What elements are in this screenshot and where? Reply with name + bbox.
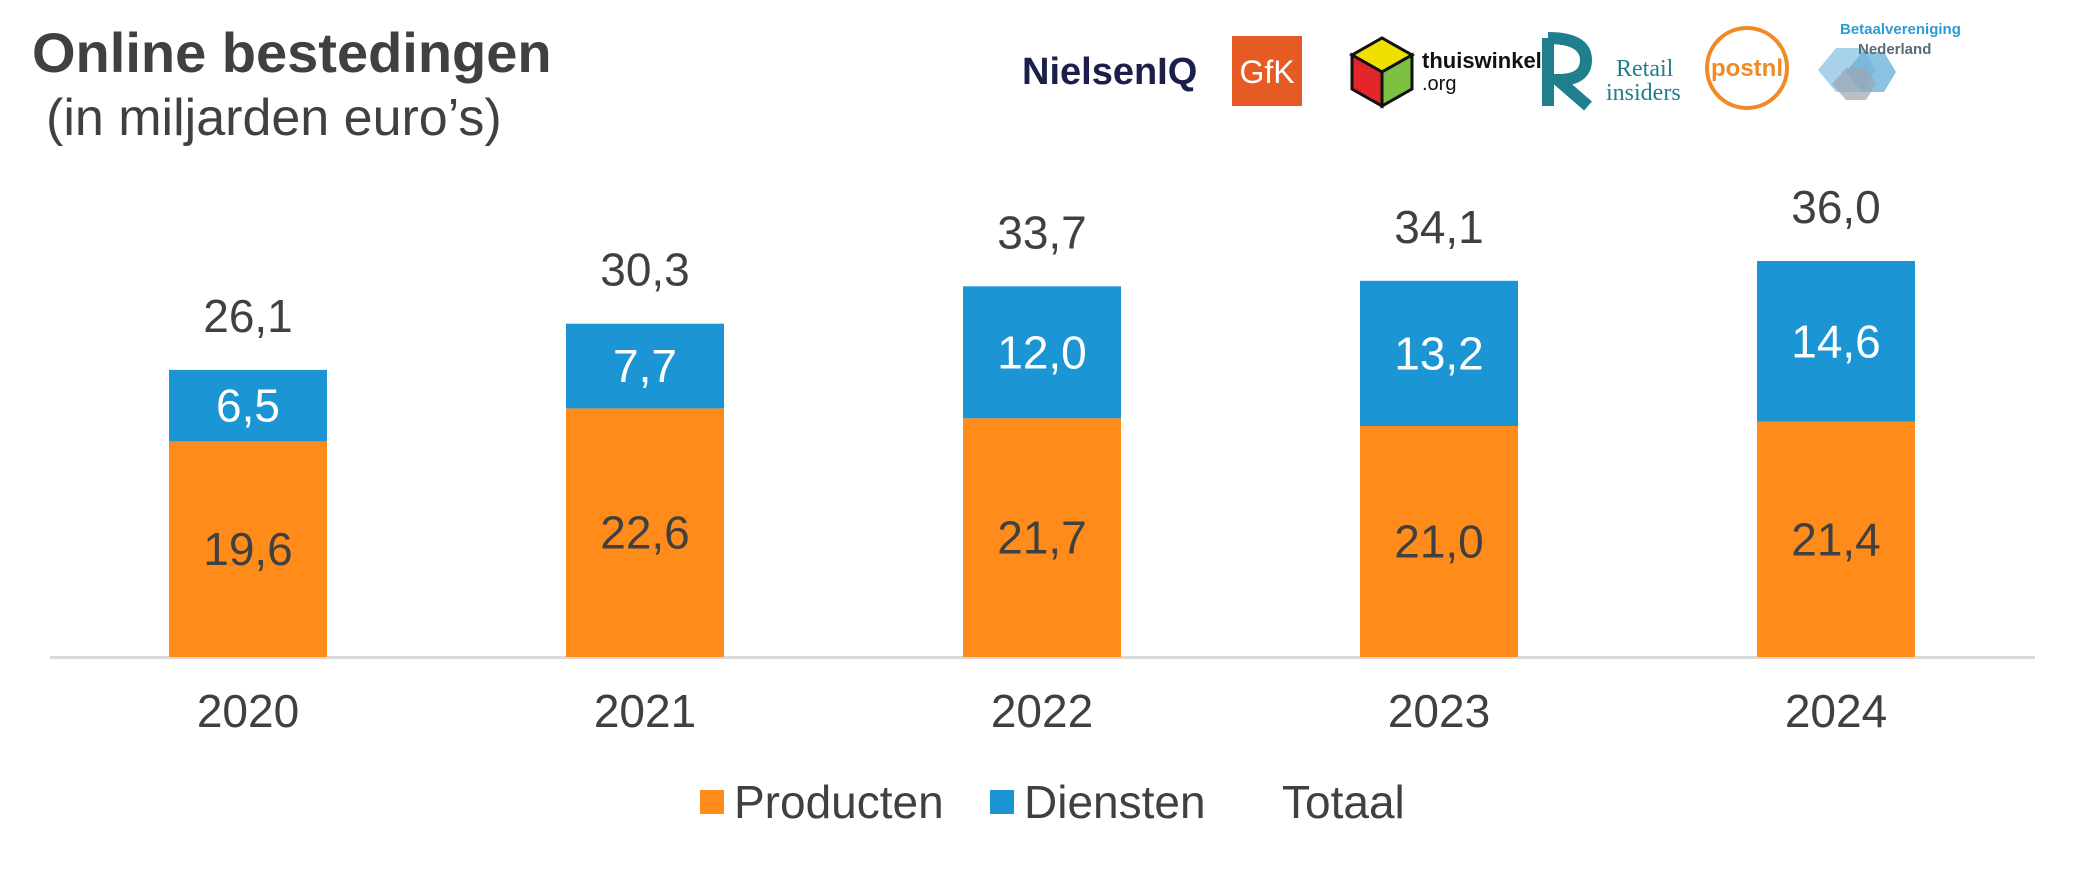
svg-text:Retail: Retail: [1616, 56, 1674, 82]
bar-diensten-2024: [1757, 261, 1915, 422]
legend-swatch-producten: [700, 790, 724, 814]
data-label-totaal-2022: 33,7: [997, 206, 1087, 258]
partner-logos: NielsenIQ GfK thuiswinkel .org Retail in…: [1022, 21, 1961, 111]
data-label-diensten-2021: 7,7: [613, 340, 677, 392]
bar-producten-2024: [1757, 421, 1915, 657]
postnl-logo: postnl: [1705, 26, 1789, 110]
data-label-diensten-2024: 14,6: [1791, 315, 1881, 367]
svg-text:insiders: insiders: [1606, 80, 1681, 106]
legend-label-producten: Producten: [734, 776, 944, 828]
legend-label-diensten: Diensten: [1024, 776, 1206, 828]
svg-text:Betaalvereniging: Betaalvereniging: [1840, 21, 1961, 38]
data-label-totaal-2021: 30,3: [600, 244, 690, 296]
data-label-diensten-2023: 13,2: [1394, 327, 1484, 379]
nielseniq-logo: NielsenIQ: [1022, 51, 1197, 93]
svg-text:Nederland: Nederland: [1858, 41, 1931, 58]
bar-diensten-2023: [1360, 280, 1518, 426]
chart-title: Online bestedingen: [32, 21, 552, 84]
x-tick-label-2020: 2020: [197, 685, 299, 737]
retail-insiders-logo: Retail insiders: [1541, 32, 1681, 111]
legend-item-totaal: Totaal: [1282, 775, 1405, 829]
gfk-logo: GfK: [1232, 36, 1302, 106]
bar-diensten-2022: [963, 286, 1121, 419]
x-tick-label-2023: 2023: [1388, 685, 1490, 737]
svg-text:thuiswinkel: thuiswinkel: [1422, 48, 1542, 73]
x-tick-label-2021: 2021: [594, 685, 696, 737]
data-label-producten-2023: 21,0: [1394, 516, 1484, 568]
bar-producten-2020: [169, 441, 327, 657]
data-label-producten-2020: 19,6: [203, 523, 293, 575]
data-label-totaal-2024: 36,0: [1791, 181, 1881, 233]
legend-label-totaal: Totaal: [1282, 776, 1405, 828]
x-tick-label-2024: 2024: [1785, 685, 1887, 737]
legend-item-producten: Producten: [700, 775, 944, 829]
thuiswinkel-logo: thuiswinkel .org: [1348, 36, 1542, 109]
svg-text:postnl: postnl: [1711, 55, 1783, 82]
chart-legend: Producten Diensten Totaal: [0, 775, 2079, 835]
svg-text:GfK: GfK: [1239, 54, 1294, 90]
legend-item-diensten: Diensten: [990, 775, 1206, 829]
data-label-producten-2024: 21,4: [1791, 513, 1881, 565]
bar-producten-2021: [566, 408, 724, 657]
betaalvereniging-logo: Betaalvereniging Nederland: [1818, 21, 1961, 100]
data-label-producten-2022: 21,7: [997, 512, 1087, 564]
bar-producten-2023: [1360, 426, 1518, 657]
x-tick-label-2022: 2022: [991, 685, 1093, 737]
bar-diensten-2021: [566, 323, 724, 409]
bar-producten-2022: [963, 418, 1121, 657]
bar-diensten-2020: [169, 369, 327, 442]
data-label-totaal-2020: 26,1: [203, 290, 293, 342]
legend-swatch-diensten: [990, 790, 1014, 814]
svg-text:NielsenIQ: NielsenIQ: [1022, 51, 1197, 93]
data-label-totaal-2023: 34,1: [1394, 201, 1484, 253]
data-label-diensten-2020: 6,5: [216, 380, 280, 432]
svg-text:.org: .org: [1422, 73, 1456, 95]
data-label-producten-2021: 22,6: [600, 507, 690, 559]
data-label-diensten-2022: 12,0: [997, 326, 1087, 378]
chart-subtitle: (in miljarden euro’s): [46, 89, 502, 147]
